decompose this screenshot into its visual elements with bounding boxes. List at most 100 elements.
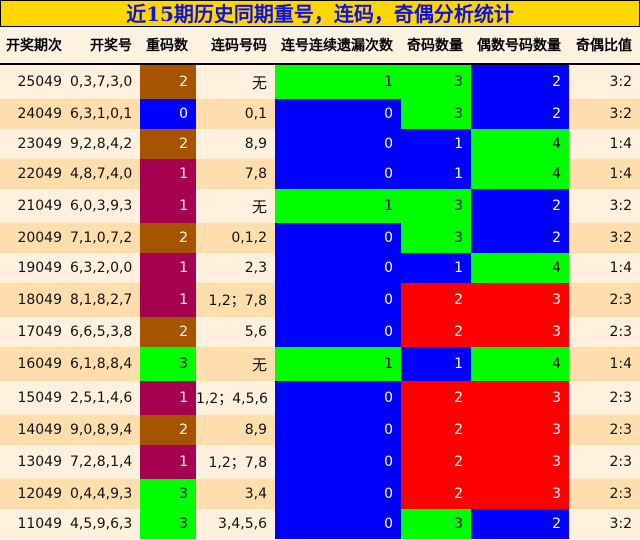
cell-ratio: 2:3 bbox=[569, 415, 640, 445]
table-row: 24049 6,3,1,0,1 0 0,1 0 3 2 3:2 bbox=[0, 99, 640, 129]
table-row: 15049 2,5,1,4,6 1 1,2；4,5,6 0 2 3 2:3 bbox=[0, 381, 640, 415]
cell-period: 23049 bbox=[0, 129, 70, 159]
cell-consecutive: 0,1,2 bbox=[196, 223, 275, 253]
table-row: 14049 9,0,8,9,4 2 8,9 0 2 3 2:3 bbox=[0, 415, 640, 445]
cell-period: 25049 bbox=[0, 64, 70, 99]
cell-period: 11049 bbox=[0, 509, 70, 539]
cell-miss: 0 bbox=[275, 415, 401, 445]
cell-numbers: 0,3,7,3,0 bbox=[70, 64, 140, 99]
cell-even: 2 bbox=[471, 509, 569, 539]
cell-numbers: 0,4,4,9,3 bbox=[70, 479, 140, 509]
header-ratio: 奇偶比值 bbox=[569, 27, 640, 65]
cell-even: 2 bbox=[471, 99, 569, 129]
cell-even: 4 bbox=[471, 159, 569, 189]
cell-repeat: 3 bbox=[140, 479, 196, 509]
table-row: 22049 4,8,7,4,0 1 7,8 0 1 4 1:4 bbox=[0, 159, 640, 189]
cell-repeat: 1 bbox=[140, 253, 196, 283]
table-row: 21049 6,0,3,9,3 1 无 1 3 2 3:2 bbox=[0, 189, 640, 223]
cell-odd: 3 bbox=[401, 64, 471, 99]
cell-even: 3 bbox=[471, 415, 569, 445]
cell-ratio: 1:4 bbox=[569, 129, 640, 159]
cell-period: 21049 bbox=[0, 189, 70, 223]
cell-odd: 2 bbox=[401, 445, 471, 479]
cell-odd: 3 bbox=[401, 223, 471, 253]
cell-repeat: 2 bbox=[140, 317, 196, 347]
header-miss: 连号连续遗漏次数 bbox=[275, 27, 401, 65]
cell-odd: 3 bbox=[401, 99, 471, 129]
cell-period: 13049 bbox=[0, 445, 70, 479]
cell-ratio: 3:2 bbox=[569, 189, 640, 223]
cell-period: 17049 bbox=[0, 317, 70, 347]
cell-repeat: 1 bbox=[140, 381, 196, 415]
cell-consecutive: 1,2；4,5,6 bbox=[196, 381, 275, 415]
cell-miss: 0 bbox=[275, 317, 401, 347]
header-row: 开奖期次 开奖号 重码数 连码号码 连号连续遗漏次数 奇码数量 偶数号码数量 奇… bbox=[0, 27, 640, 65]
header-period: 开奖期次 bbox=[0, 27, 70, 65]
cell-numbers: 9,2,8,4,2 bbox=[70, 129, 140, 159]
cell-even: 2 bbox=[471, 64, 569, 99]
cell-repeat: 1 bbox=[140, 159, 196, 189]
cell-consecutive: 8,9 bbox=[196, 129, 275, 159]
cell-even: 3 bbox=[471, 283, 569, 317]
cell-numbers: 8,1,8,2,7 bbox=[70, 283, 140, 317]
cell-numbers: 6,3,1,0,1 bbox=[70, 99, 140, 129]
header-even: 偶数号码数量 bbox=[471, 27, 569, 65]
cell-miss: 0 bbox=[275, 509, 401, 539]
cell-repeat: 2 bbox=[140, 64, 196, 99]
cell-repeat: 3 bbox=[140, 347, 196, 381]
cell-consecutive: 无 bbox=[196, 347, 275, 381]
cell-miss: 0 bbox=[275, 381, 401, 415]
cell-numbers: 6,0,3,9,3 bbox=[70, 189, 140, 223]
cell-miss: 0 bbox=[275, 223, 401, 253]
cell-repeat: 0 bbox=[140, 99, 196, 129]
cell-ratio: 2:3 bbox=[569, 381, 640, 415]
cell-consecutive: 7,8 bbox=[196, 159, 275, 189]
cell-miss: 0 bbox=[275, 283, 401, 317]
cell-even: 3 bbox=[471, 381, 569, 415]
cell-consecutive: 3,4,5,6 bbox=[196, 509, 275, 539]
cell-numbers: 4,8,7,4,0 bbox=[70, 159, 140, 189]
cell-consecutive: 无 bbox=[196, 64, 275, 99]
cell-consecutive: 1,2；7,8 bbox=[196, 445, 275, 479]
cell-numbers: 6,3,2,0,0 bbox=[70, 253, 140, 283]
cell-consecutive: 0,1 bbox=[196, 99, 275, 129]
cell-ratio: 2:3 bbox=[569, 479, 640, 509]
cell-consecutive: 2,3 bbox=[196, 253, 275, 283]
cell-even: 4 bbox=[471, 129, 569, 159]
cell-odd: 2 bbox=[401, 479, 471, 509]
cell-even: 2 bbox=[471, 189, 569, 223]
header-consecutive: 连码号码 bbox=[196, 27, 275, 65]
table-row: 18049 8,1,8,2,7 1 1,2；7,8 0 2 3 2:3 bbox=[0, 283, 640, 317]
cell-odd: 1 bbox=[401, 129, 471, 159]
cell-repeat: 2 bbox=[140, 223, 196, 253]
cell-consecutive: 8,9 bbox=[196, 415, 275, 445]
table-row: 19049 6,3,2,0,0 1 2,3 0 1 4 1:4 bbox=[0, 253, 640, 283]
cell-ratio: 1:4 bbox=[569, 347, 640, 381]
cell-odd: 2 bbox=[401, 381, 471, 415]
cell-miss: 0 bbox=[275, 479, 401, 509]
cell-period: 16049 bbox=[0, 347, 70, 381]
table-row: 23049 9,2,8,4,2 2 8,9 0 1 4 1:4 bbox=[0, 129, 640, 159]
cell-ratio: 1:4 bbox=[569, 253, 640, 283]
table-row: 12049 0,4,4,9,3 3 3,4 0 2 3 2:3 bbox=[0, 479, 640, 509]
cell-miss: 0 bbox=[275, 159, 401, 189]
cell-odd: 2 bbox=[401, 283, 471, 317]
cell-miss: 0 bbox=[275, 445, 401, 479]
cell-period: 18049 bbox=[0, 283, 70, 317]
cell-numbers: 2,5,1,4,6 bbox=[70, 381, 140, 415]
cell-even: 3 bbox=[471, 317, 569, 347]
table-row: 16049 6,1,8,8,4 3 无 1 1 4 1:4 bbox=[0, 347, 640, 381]
cell-numbers: 6,6,5,3,8 bbox=[70, 317, 140, 347]
cell-miss: 1 bbox=[275, 189, 401, 223]
cell-even: 4 bbox=[471, 347, 569, 381]
cell-miss: 0 bbox=[275, 99, 401, 129]
cell-consecutive: 3,4 bbox=[196, 479, 275, 509]
cell-odd: 1 bbox=[401, 159, 471, 189]
header-numbers: 开奖号 bbox=[70, 27, 140, 65]
cell-ratio: 3:2 bbox=[569, 99, 640, 129]
cell-ratio: 2:3 bbox=[569, 317, 640, 347]
cell-miss: 1 bbox=[275, 347, 401, 381]
cell-period: 12049 bbox=[0, 479, 70, 509]
cell-numbers: 6,1,8,8,4 bbox=[70, 347, 140, 381]
cell-numbers: 9,0,8,9,4 bbox=[70, 415, 140, 445]
